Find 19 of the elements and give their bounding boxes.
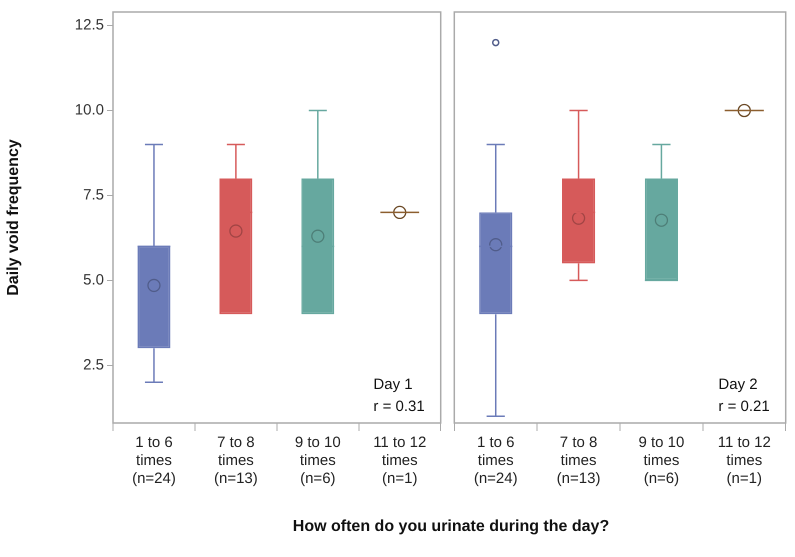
- y-axis-title: Daily void frequency: [5, 139, 22, 296]
- x-tick-label: 9 to 10 times (n=6): [638, 434, 684, 488]
- x-tick-label: 1 to 6 times (n=24): [132, 434, 176, 488]
- x-axis-title: How often do you urinate during the day?: [292, 518, 610, 536]
- x-tick-label: 7 to 8 times (n=13): [214, 434, 258, 488]
- annotation: r = 0.21: [718, 398, 770, 415]
- y-tick-label: 2.5: [83, 356, 104, 374]
- y-tick-label: 7.5: [83, 186, 104, 204]
- x-tick-label: 9 to 10 times (n=6): [294, 434, 341, 488]
- x-tick-label: 7 to 8 times (n=13): [556, 434, 600, 488]
- y-tick-label: 10.0: [74, 102, 104, 119]
- x-tick-label: 11 to 12 times (n=1): [373, 434, 426, 488]
- y-tick-label: 12.5: [74, 16, 104, 34]
- annotation: Day 2: [718, 376, 758, 393]
- x-tick-label: 1 to 6 times (n=24): [474, 434, 518, 488]
- y-tick-label: 5.0: [83, 271, 104, 288]
- annotation: Day 1: [373, 376, 413, 393]
- annotation: r = 0.31: [373, 398, 425, 415]
- x-tick-label: 11 to 12 times (n=1): [718, 434, 771, 488]
